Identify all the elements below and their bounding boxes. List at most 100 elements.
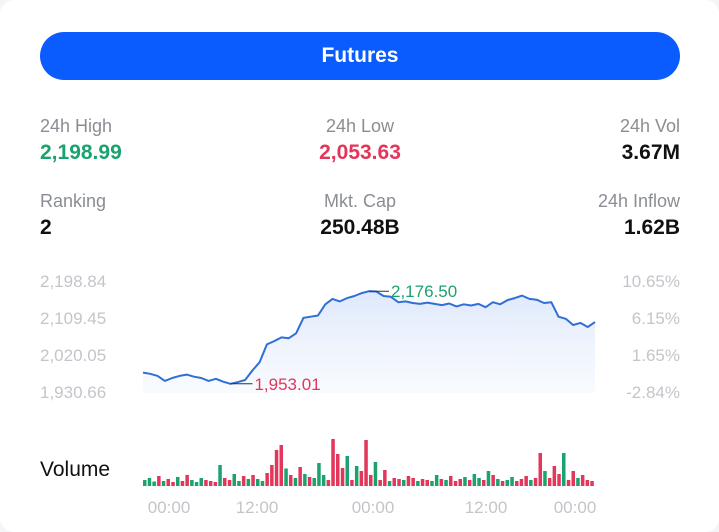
- stat-value: 2,198.99: [40, 141, 122, 164]
- volume-bar: [180, 481, 185, 486]
- volume-bar: [416, 481, 420, 486]
- volume-bar: [143, 480, 147, 486]
- volume-bar: [345, 456, 349, 486]
- volume-bar: [369, 475, 373, 486]
- stat-24h-high: 24h High 2,198.99: [40, 115, 122, 166]
- volume-bar: [557, 474, 561, 486]
- volume-bar: [284, 468, 288, 486]
- volume-bar: [354, 466, 359, 486]
- y-tick-right-3: -2.84%: [626, 383, 680, 402]
- volume-bar: [510, 477, 514, 486]
- stat-24h-vol: 24h Vol 3.67M: [620, 115, 680, 166]
- stat-value: 2: [40, 216, 52, 239]
- y-tick-left-0: 2,198.84: [40, 272, 107, 291]
- stat-label: 24h Low: [325, 116, 395, 136]
- volume-bar: [392, 478, 396, 486]
- volume-bar: [515, 481, 519, 486]
- volume-bar: [331, 439, 335, 486]
- volume-bar: [213, 482, 218, 486]
- volume-bar: [571, 471, 575, 486]
- volume-bar: [444, 480, 448, 486]
- volume-bar: [199, 478, 203, 486]
- stat-label: 24h High: [40, 116, 113, 136]
- volume-bar: [576, 478, 580, 486]
- volume-bar: [505, 480, 509, 486]
- volume-bar: [430, 481, 434, 486]
- volume-bar: [340, 468, 345, 486]
- volume-bar: [161, 481, 166, 486]
- volume-bar: [274, 450, 279, 486]
- volume-bar: [265, 473, 269, 486]
- volume-bar: [458, 479, 462, 486]
- volume-bar: [270, 465, 274, 486]
- volume-bar: [147, 478, 152, 486]
- stat-24h-low: 24h Low 2,053.63: [319, 115, 401, 166]
- volume-bar: [496, 479, 500, 486]
- volume-bar: [237, 481, 241, 486]
- volume-label: Volume: [40, 458, 111, 481]
- volume-bar: [397, 479, 401, 486]
- stat-label: 24h Inflow: [597, 191, 680, 211]
- volume-bar: [166, 479, 170, 486]
- volume-bar: [482, 480, 486, 486]
- y-tick-left-2: 2,020.05: [40, 346, 107, 365]
- volume-bar: [218, 465, 222, 486]
- volume-bar: [307, 477, 312, 486]
- stat-value: 3.67M: [621, 141, 680, 164]
- volume-bar: [519, 479, 524, 486]
- volume-bar: [524, 476, 528, 486]
- volume-bar: [467, 480, 472, 486]
- volume-bar: [463, 477, 467, 486]
- volume-bar: [185, 475, 189, 486]
- volume-bar: [157, 476, 161, 486]
- low-price-label: 1,953.01: [254, 375, 320, 394]
- y-tick-right-1: 6.15%: [631, 309, 680, 328]
- volume-bar: [533, 478, 538, 486]
- volume-bar: [373, 462, 378, 486]
- volume-bar: [529, 480, 533, 486]
- volume-bar: [321, 475, 326, 486]
- x-tick-2: 00:00: [351, 498, 395, 517]
- volume-bar: [562, 453, 566, 486]
- volume-bar: [241, 476, 246, 486]
- volume-bar: [204, 480, 208, 486]
- volume-bar: [232, 474, 236, 486]
- volume-bar: [289, 475, 293, 486]
- stat-ranking: Ranking 2: [40, 190, 106, 241]
- volume-bar: [585, 480, 590, 486]
- volume-bar: [566, 480, 571, 486]
- y-tick-right-2: 1.65%: [631, 346, 680, 365]
- stat-value: 1.62B: [623, 216, 680, 239]
- volume-bar: [223, 478, 227, 486]
- volume-bar: [453, 481, 458, 486]
- stat-label: Ranking: [40, 191, 107, 211]
- volume-bar: [486, 471, 491, 486]
- volume-bar: [246, 479, 251, 486]
- x-tick-4: 00:00: [553, 498, 597, 517]
- volume-bar: [208, 481, 213, 486]
- volume-bar: [383, 470, 387, 486]
- futures-button[interactable]: Futures: [40, 32, 680, 80]
- volume-bar: [547, 478, 552, 486]
- volume-bar: [251, 475, 255, 486]
- volume-bar: [194, 482, 199, 486]
- x-tick-0: 00:00: [147, 498, 191, 517]
- volume-bar: [538, 453, 542, 486]
- stat-value: 250.48B: [320, 216, 400, 239]
- volume-bar: [411, 478, 415, 486]
- volume-bar: [449, 476, 453, 486]
- volume-bar: [552, 466, 557, 486]
- volume-bar: [378, 480, 382, 486]
- volume-bar: [477, 478, 481, 486]
- volume-bar: [425, 480, 429, 486]
- volume-bar: [336, 454, 340, 486]
- volume-bar: [359, 471, 364, 486]
- volume-bar: [364, 440, 368, 486]
- y-tick-left-1: 2,109.45: [40, 309, 107, 328]
- x-tick-3: 12:00: [464, 498, 508, 517]
- volume-bar: [298, 467, 302, 486]
- volume-bar: [387, 481, 392, 486]
- stat-label: 24h Vol: [619, 116, 680, 136]
- volume-bar: [434, 475, 439, 486]
